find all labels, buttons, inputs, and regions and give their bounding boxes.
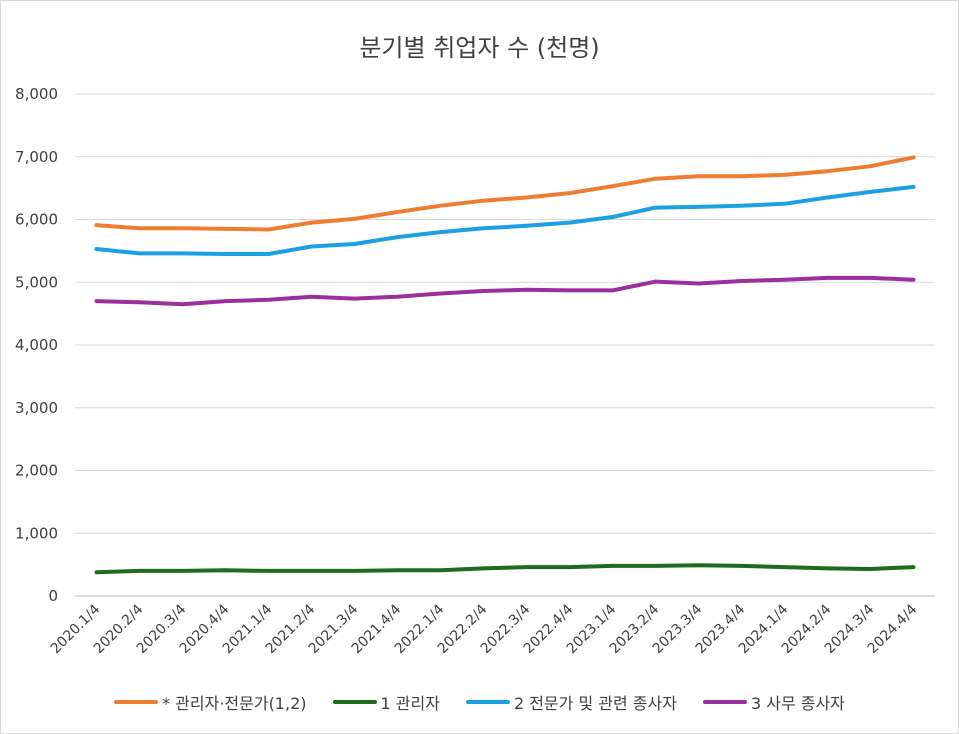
y-tick-label: 8,000 bbox=[15, 85, 58, 103]
series-line bbox=[94, 184, 916, 256]
legend-item: 1 관리자 bbox=[332, 690, 440, 714]
legend-label: * 관리자·전문가(1,2) bbox=[162, 694, 307, 713]
y-tick-label: 2,000 bbox=[15, 462, 58, 480]
y-tick-label: 7,000 bbox=[15, 148, 58, 166]
legend-label: 2 전문가 및 관련 종사자 bbox=[513, 694, 677, 713]
chart-legend: * 관리자·전문가(1,2) 1 관리자 2 전문가 및 관련 종사자 3 사무 종사… bbox=[0, 690, 959, 714]
y-tick-label: 0 bbox=[48, 587, 58, 605]
chart-title: 분기별 취업자 수 (천명) bbox=[359, 34, 600, 62]
y-tick-label: 6,000 bbox=[15, 211, 58, 229]
y-tick-label: 4,000 bbox=[15, 336, 58, 354]
legend-swatch bbox=[465, 700, 510, 704]
y-tick-label: 1,000 bbox=[15, 524, 58, 542]
legend-label: 3 사무 종사자 bbox=[750, 694, 845, 713]
series-line bbox=[94, 275, 916, 307]
legend-swatch bbox=[702, 700, 747, 704]
legend-item: * 관리자·전문가(1,2) bbox=[114, 690, 307, 714]
series-line bbox=[94, 155, 916, 232]
legend-label: 1 관리자 bbox=[380, 694, 440, 713]
legend-swatch bbox=[332, 700, 377, 704]
legend-item: 3 사무 종사자 bbox=[702, 690, 845, 714]
y-tick-label: 5,000 bbox=[15, 273, 58, 291]
y-tick-label: 3,000 bbox=[15, 399, 58, 417]
legend-item: 2 전문가 및 관련 종사자 bbox=[465, 690, 677, 714]
legend-swatch bbox=[114, 700, 159, 704]
series-line bbox=[94, 563, 916, 575]
